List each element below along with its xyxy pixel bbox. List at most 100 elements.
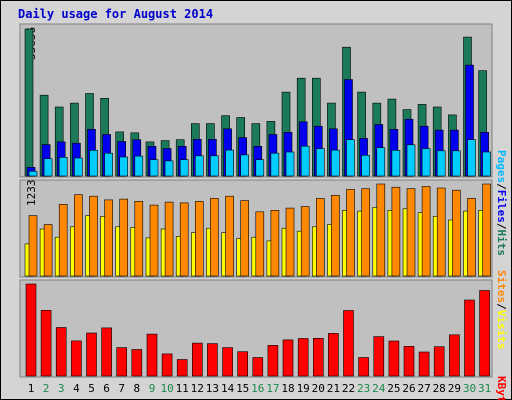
- visits-ymax-label: 1233: [25, 180, 38, 207]
- files-bar: [240, 154, 249, 177]
- files-bar: [406, 144, 416, 177]
- kbytes-bar: [40, 309, 52, 377]
- x-axis-day-label: 2: [43, 382, 50, 395]
- files-bar: [346, 139, 355, 177]
- x-axis-day-label: 7: [118, 382, 125, 395]
- x-axis-day-label: 30: [463, 382, 476, 395]
- x-axis-day-label: 15: [236, 382, 249, 395]
- sites-bar: [119, 198, 128, 277]
- kbytes-bar: [403, 345, 415, 377]
- x-axis-day-label: 28: [433, 382, 446, 395]
- files-bar: [452, 150, 461, 177]
- x-axis-day-label: 21: [327, 382, 340, 395]
- files-bar: [331, 149, 340, 177]
- legend-hits: Hits: [495, 230, 508, 257]
- hits-bar: [24, 28, 34, 177]
- sites-bar: [391, 186, 401, 277]
- chart-title: Daily usage for August 2014: [18, 7, 213, 21]
- x-axis-day-label: 20: [312, 382, 325, 395]
- kbytes-bar: [252, 357, 264, 377]
- sites-bar: [331, 195, 340, 277]
- kbytes-bar: [373, 336, 385, 377]
- sites-bar: [376, 183, 386, 277]
- x-axis-day-label: 24: [372, 382, 386, 395]
- sites-bar: [134, 201, 144, 277]
- x-axis-day-label: 10: [160, 382, 173, 395]
- files-bar: [43, 158, 53, 177]
- legend-kbytes: KBytes: [495, 376, 508, 400]
- sites-bar: [89, 195, 98, 277]
- kbytes-bar: [282, 339, 294, 377]
- kbytes-bar: [479, 290, 490, 377]
- legend-visits: Visits: [495, 310, 508, 350]
- legend-sep-2: /: [495, 223, 508, 230]
- x-axis-day-label: 31: [478, 382, 491, 395]
- sites-bar: [240, 200, 249, 277]
- x-axis-day-label: 1: [28, 382, 35, 395]
- sites-bar: [195, 201, 204, 277]
- files-bar: [315, 148, 325, 177]
- files-bar: [210, 155, 219, 177]
- files-bar: [361, 155, 370, 177]
- kbytes-bar: [207, 343, 218, 377]
- x-axis-day-label: 3: [58, 382, 65, 395]
- legend-sep-1: /: [495, 183, 508, 190]
- x-axis-day-label: 9: [149, 382, 156, 395]
- files-bar: [391, 150, 401, 177]
- x-axis-day-label: 25: [387, 382, 400, 395]
- legend-files: Files: [495, 190, 508, 223]
- kbytes-bar: [418, 351, 430, 377]
- kbytes-bar: [433, 346, 445, 377]
- kbytes-bar: [449, 334, 460, 377]
- kbytes-bar: [176, 359, 188, 377]
- x-axis-day-label: 4: [73, 382, 80, 395]
- sites-bar: [452, 189, 461, 277]
- x-axis-day-label: 5: [88, 382, 95, 395]
- x-axis-day-label: 26: [402, 382, 415, 395]
- x-axis-day-label: 11: [176, 382, 189, 395]
- files-bar: [482, 151, 491, 177]
- kbytes-legend: KBytes: [495, 376, 508, 400]
- kbytes-bar: [267, 345, 279, 377]
- sites-bar: [361, 188, 370, 277]
- kbytes-bar: [237, 351, 248, 377]
- sites-bar: [179, 202, 189, 277]
- files-bar: [134, 155, 144, 177]
- x-axis-day-label: 8: [133, 382, 140, 395]
- sites-bar: [436, 187, 446, 277]
- files-bar: [421, 148, 431, 177]
- files-bar: [149, 159, 159, 177]
- kbytes-bar: [192, 342, 203, 377]
- x-axis-day-label: 16: [251, 382, 264, 395]
- x-axis-day-label: 12: [191, 382, 204, 395]
- x-axis-day-label: 6: [103, 382, 110, 395]
- files-bar: [195, 155, 204, 177]
- x-axis-day-label: 23: [357, 382, 370, 395]
- sites-bar: [300, 206, 310, 277]
- x-axis-day-label: 13: [206, 382, 219, 395]
- kbytes-bar: [25, 283, 37, 377]
- files-bar: [300, 145, 310, 177]
- sites-bar: [346, 189, 355, 277]
- files-bar: [225, 149, 234, 177]
- legend-sep-3: /: [495, 303, 508, 310]
- legend-sites: Sites: [495, 270, 508, 303]
- sites-bar: [315, 198, 325, 277]
- kbytes-bar: [297, 338, 309, 377]
- sites-bar: [149, 204, 159, 277]
- files-bar: [255, 159, 265, 177]
- visits-legend: Sites/Visits: [495, 270, 508, 350]
- kbytes-bar: [101, 327, 112, 377]
- kbytes-bar: [161, 353, 173, 377]
- sites-bar: [270, 210, 280, 277]
- x-axis-day-label: 14: [221, 382, 235, 395]
- sites-bar: [104, 199, 113, 277]
- sites-bar: [58, 204, 68, 277]
- chart-bars: [24, 28, 491, 377]
- sites-bar: [406, 188, 416, 277]
- sites-bar: [482, 183, 491, 277]
- files-bar: [179, 159, 189, 177]
- kbytes-bar: [464, 299, 475, 377]
- kbytes-bar: [146, 333, 158, 377]
